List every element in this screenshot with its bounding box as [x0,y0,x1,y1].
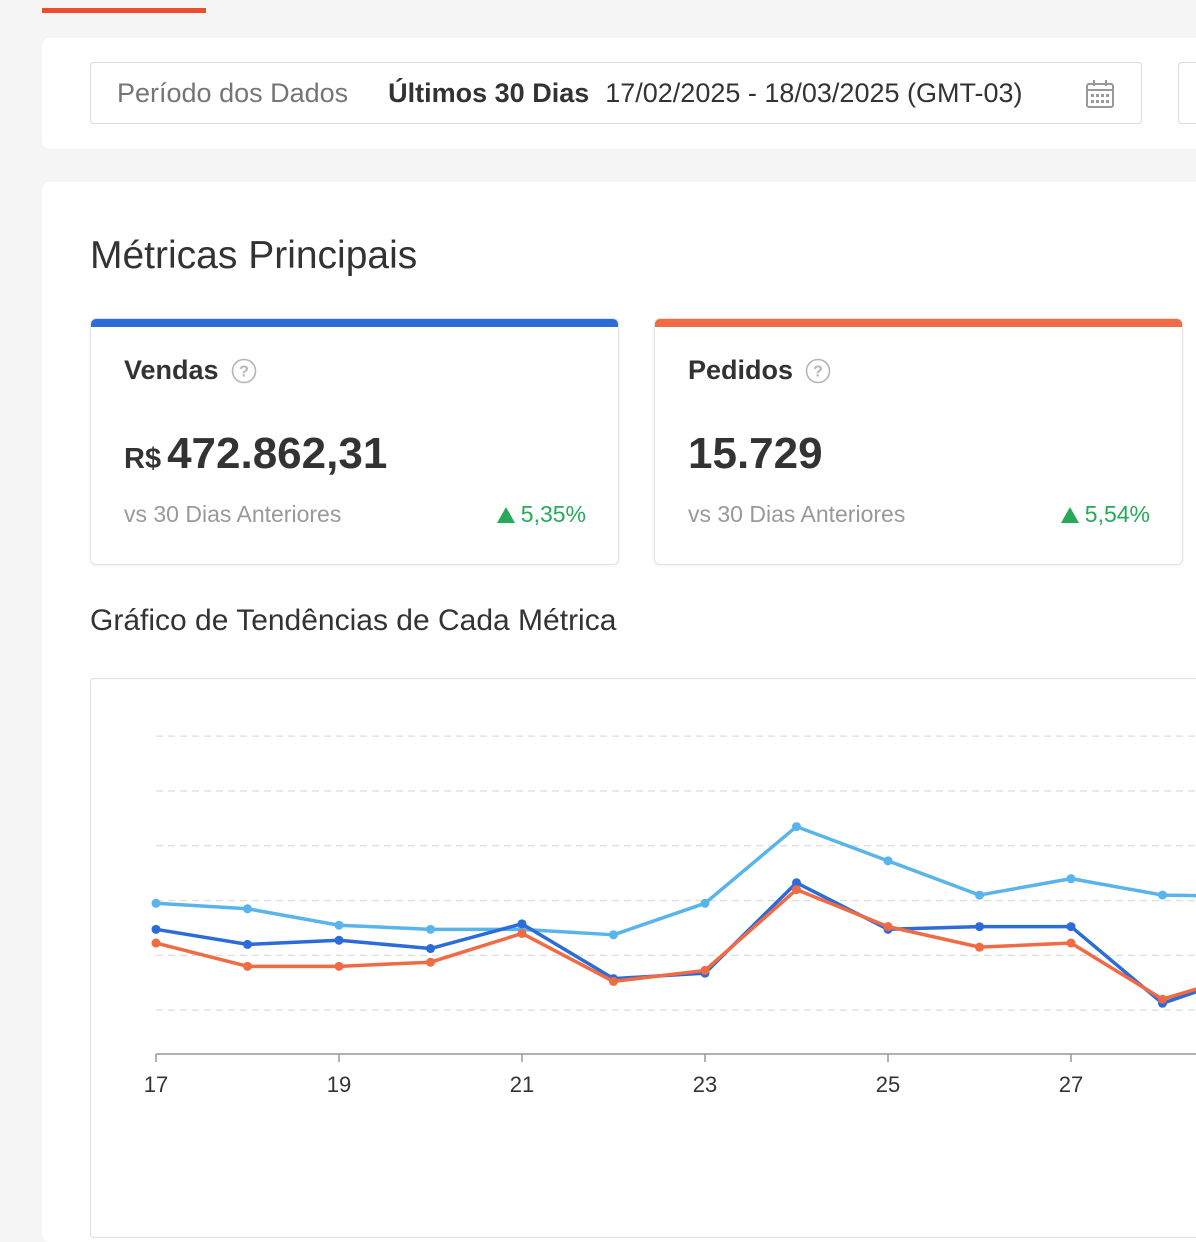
data-point [243,961,252,971]
metric-card-vendas[interactable]: Vendas ? R$ 472.862,31 vs 30 Dias Anterio… [90,318,619,565]
card-title-text: Pedidos [688,355,794,385]
data-point [792,822,801,832]
data-point [609,976,618,986]
card-change-value: 5,54% [1084,501,1150,527]
data-point [883,922,893,932]
card-value: R$ 472.862,31 [124,429,387,479]
data-point [517,928,527,938]
data-point [883,856,893,866]
data-point [243,904,252,914]
currency-symbol: R$ [124,443,162,475]
x-tick-label: 27 [1059,1072,1083,1097]
data-point [792,885,801,895]
data-point [517,919,527,929]
svg-text:?: ? [239,363,249,380]
card-change: 5,35% [496,501,586,528]
card-change: 5,54% [1060,501,1150,528]
section-title: Métricas Principais [90,234,418,277]
data-point [334,961,344,971]
data-point [334,935,344,945]
trend-chart: 17 19 21 23 25 27 [144,735,1196,1097]
card-compare-label: vs 30 Dias Anteriores [124,501,342,527]
svg-text:?: ? [813,363,823,380]
data-point [426,944,435,954]
card-amount: 15.729 [688,429,823,478]
card-color-bar [91,319,618,327]
data-point [151,898,161,908]
card-title: Pedidos ? [688,355,831,386]
data-point [426,957,435,967]
data-point [151,924,161,934]
help-icon[interactable]: ? [231,358,257,384]
data-point [975,890,984,900]
data-point [975,922,984,932]
metric-card-pedidos[interactable]: Pedidos ? 15.729 vs 30 Dias Anteriores 5… [654,318,1183,565]
card-value: 15.729 [688,429,823,479]
data-point [1158,994,1167,1004]
chart-title: Gráfico de Tendências de Cada Métrica [90,604,617,637]
series-line-2 [155,887,1196,1001]
date-picker-period: Últimos 30 Dias [388,77,590,108]
data-point [1158,890,1167,900]
date-range-picker[interactable]: Período dos Dados Últimos 30 Dias 17/02/… [90,62,1142,124]
data-point [609,930,618,940]
calendar-icon[interactable] [1085,79,1115,109]
data-point [243,939,252,949]
x-tick-label: 25 [876,1072,900,1097]
data-point [334,920,344,930]
data-point [1066,922,1076,932]
date-picker-label: Período dos Dados [117,77,349,108]
filter-dropdown[interactable] [1178,62,1196,124]
active-tab-indicator [42,8,206,13]
main-panel: Métricas Principais Vendas ? R$ 472.862,3… [42,182,1196,1242]
card-title: Vendas ? [124,355,257,386]
data-point [700,965,710,975]
card-compare-label: vs 30 Dias Anteriores [688,501,906,527]
triangle-up-icon [496,506,515,523]
card-amount: 472.862,31 [167,429,388,478]
x-tick-label: 21 [510,1072,534,1097]
data-point [792,878,801,888]
trend-chart-container: 17 19 21 23 25 27 [90,678,1196,1238]
date-picker-range: 17/02/2025 - 18/03/2025 (GMT-03) [605,77,1023,108]
data-point [1066,874,1076,884]
help-icon[interactable]: ? [805,358,831,384]
card-change-value: 5,35% [520,501,586,527]
card-title-text: Vendas [124,355,219,385]
data-point [1066,938,1076,948]
data-point [426,924,435,934]
filter-panel: Período dos Dados Últimos 30 Dias 17/02/… [42,38,1196,149]
x-tick-label: 17 [144,1072,168,1097]
card-color-bar [655,319,1182,327]
data-point [700,898,710,908]
x-tick-label: 23 [693,1072,717,1097]
data-point [151,938,161,948]
data-point [975,942,984,952]
x-tick-label: 19 [327,1072,351,1097]
triangle-up-icon [1060,506,1079,523]
series-line-0 [155,824,1196,937]
